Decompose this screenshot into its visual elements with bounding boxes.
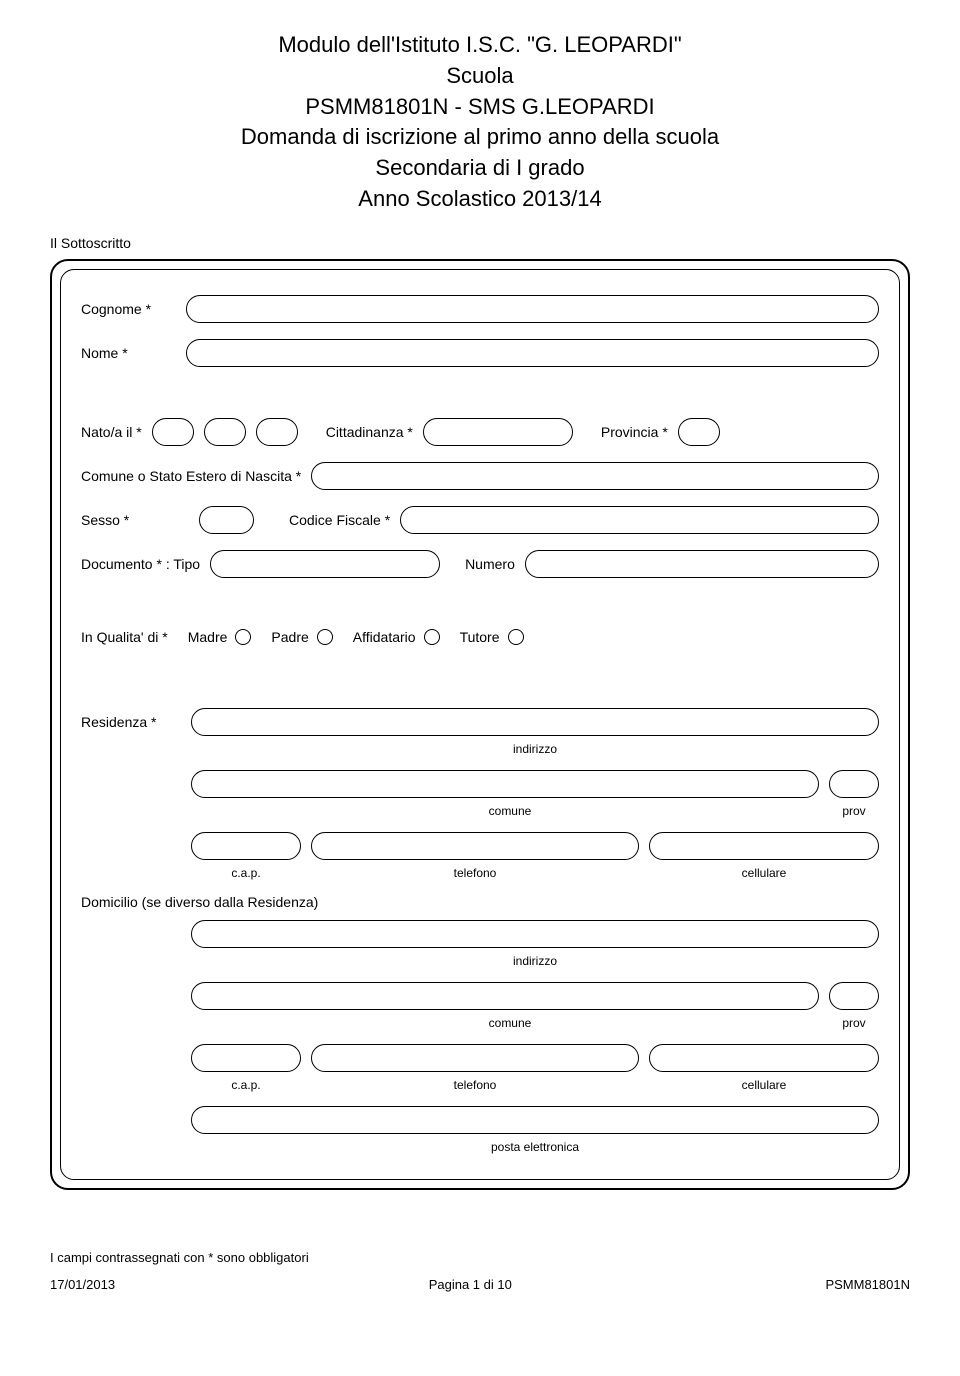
cognome-label: Cognome *: [81, 301, 176, 317]
sesso-label: Sesso *: [81, 512, 139, 528]
madre-label: Madre: [188, 629, 228, 645]
header-line-6: Anno Scolastico 2013/14: [50, 184, 910, 215]
domicilio-cellulare-input[interactable]: [649, 1044, 879, 1072]
padre-label: Padre: [271, 629, 308, 645]
madre-radio[interactable]: [235, 629, 251, 645]
domicilio-indirizzo-input[interactable]: [191, 920, 879, 948]
nome-input[interactable]: [186, 339, 879, 367]
domicilio-label: Domicilio (se diverso dalla Residenza): [81, 894, 879, 910]
form-outer-frame: Cognome * Nome * Nato/a il * Cittadinanz…: [50, 259, 910, 1190]
sesso-input[interactable]: [199, 506, 254, 534]
footer-bar: 17/01/2013 Pagina 1 di 10 PSMM81801N: [50, 1277, 910, 1292]
footer-note: I campi contrassegnati con * sono obblig…: [50, 1250, 910, 1265]
footer-page: Pagina 1 di 10: [429, 1277, 512, 1292]
header-line-3: PSMM81801N - SMS G.LEOPARDI: [50, 92, 910, 123]
domicilio-cap-sublabel: c.a.p.: [191, 1078, 301, 1092]
affidatario-label: Affidatario: [353, 629, 416, 645]
domicilio-cellulare-sublabel: cellulare: [649, 1078, 879, 1092]
qualita-label: In Qualita' di *: [81, 629, 168, 645]
header-line-1: Modulo dell'Istituto I.S.C. "G. LEOPARDI…: [50, 30, 910, 61]
residenza-cap-input[interactable]: [191, 832, 301, 860]
domicilio-cap-input[interactable]: [191, 1044, 301, 1072]
residenza-telefono-sublabel: telefono: [301, 866, 649, 880]
domicilio-telefono-input[interactable]: [311, 1044, 639, 1072]
residenza-comune-sublabel: comune: [191, 804, 829, 818]
footer-code: PSMM81801N: [825, 1277, 910, 1292]
header-line-2: Scuola: [50, 61, 910, 92]
residenza-prov-sublabel: prov: [829, 804, 879, 818]
residenza-indirizzo-sublabel: indirizzo: [191, 742, 879, 756]
residenza-prov-input[interactable]: [829, 770, 879, 798]
nato-year-input[interactable]: [256, 418, 298, 446]
padre-radio[interactable]: [317, 629, 333, 645]
domicilio-prov-sublabel: prov: [829, 1016, 879, 1030]
nato-label: Nato/a il *: [81, 424, 142, 440]
comune-nascita-input[interactable]: [311, 462, 879, 490]
documento-tipo-label: Documento * : Tipo: [81, 556, 200, 572]
nome-label: Nome *: [81, 345, 176, 361]
residenza-label: Residenza *: [81, 714, 181, 730]
codice-fiscale-input[interactable]: [400, 506, 879, 534]
header-line-5: Secondaria di I grado: [50, 153, 910, 184]
cittadinanza-label: Cittadinanza *: [326, 424, 413, 440]
domicilio-comune-sublabel: comune: [191, 1016, 829, 1030]
numero-label: Numero: [465, 556, 515, 572]
domicilio-comune-input[interactable]: [191, 982, 819, 1010]
posta-elettronica-input[interactable]: [191, 1106, 879, 1134]
residenza-cap-sublabel: c.a.p.: [191, 866, 301, 880]
residenza-telefono-input[interactable]: [311, 832, 639, 860]
nato-day-input[interactable]: [152, 418, 194, 446]
form-inner-frame: Cognome * Nome * Nato/a il * Cittadinanz…: [60, 269, 900, 1180]
numero-input[interactable]: [525, 550, 879, 578]
documento-tipo-input[interactable]: [210, 550, 440, 578]
codice-fiscale-label: Codice Fiscale *: [289, 512, 390, 528]
provincia-input[interactable]: [678, 418, 720, 446]
tutore-label: Tutore: [460, 629, 500, 645]
domicilio-prov-input[interactable]: [829, 982, 879, 1010]
header: Modulo dell'Istituto I.S.C. "G. LEOPARDI…: [50, 30, 910, 215]
tutore-radio[interactable]: [508, 629, 524, 645]
sottoscritto-label: Il Sottoscritto: [50, 235, 910, 251]
header-line-4: Domanda di iscrizione al primo anno dell…: [50, 122, 910, 153]
residenza-cellulare-sublabel: cellulare: [649, 866, 879, 880]
residenza-indirizzo-input[interactable]: [191, 708, 879, 736]
domicilio-indirizzo-sublabel: indirizzo: [191, 954, 879, 968]
domicilio-telefono-sublabel: telefono: [301, 1078, 649, 1092]
residenza-comune-input[interactable]: [191, 770, 819, 798]
footer-date: 17/01/2013: [50, 1277, 115, 1292]
posta-sublabel: posta elettronica: [191, 1140, 879, 1154]
provincia-label: Provincia *: [601, 424, 668, 440]
cognome-input[interactable]: [186, 295, 879, 323]
residenza-cellulare-input[interactable]: [649, 832, 879, 860]
comune-nascita-label: Comune o Stato Estero di Nascita *: [81, 468, 301, 484]
nato-month-input[interactable]: [204, 418, 246, 446]
cittadinanza-input[interactable]: [423, 418, 573, 446]
affidatario-radio[interactable]: [424, 629, 440, 645]
